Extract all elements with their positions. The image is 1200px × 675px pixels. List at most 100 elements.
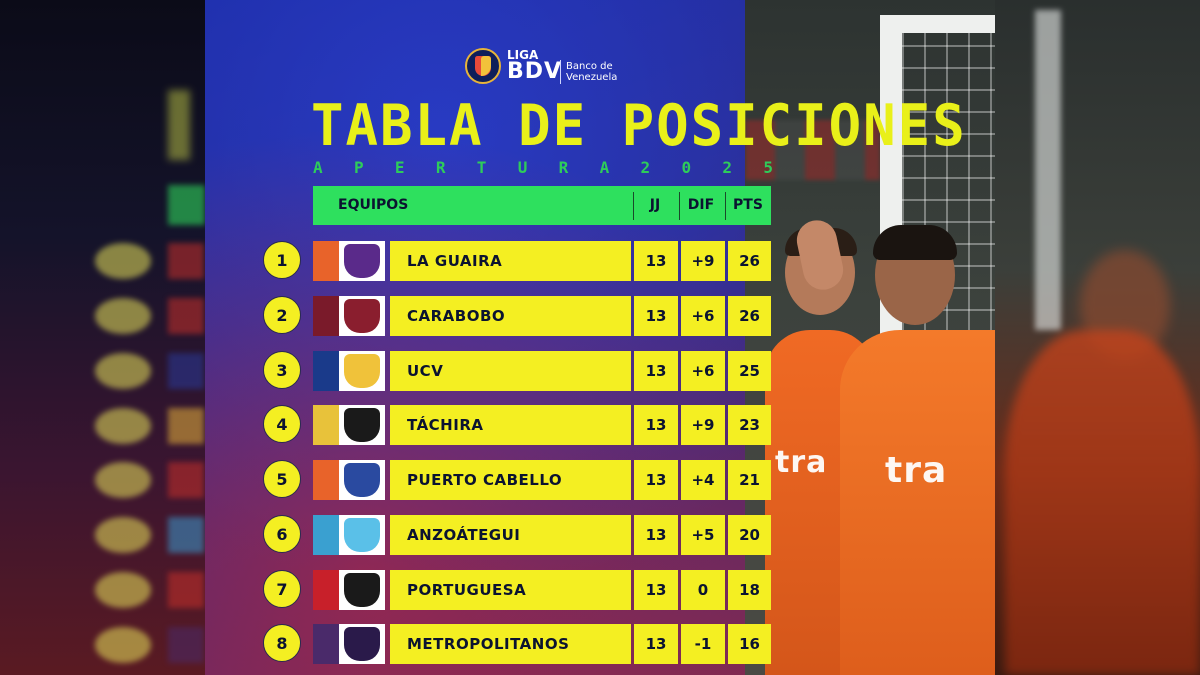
crest-shape: [344, 244, 380, 278]
team-name: UCV: [390, 351, 631, 391]
page-title: TABLA DE POSICIONES: [311, 92, 967, 159]
games-played: 13: [634, 241, 678, 281]
subtitle-letter: 2: [640, 158, 651, 177]
crest-shape: [344, 299, 380, 333]
subtitle-letter: P: [353, 158, 364, 177]
games-played: 13: [634, 570, 678, 610]
team-name: PORTUGUESA: [390, 570, 631, 610]
position-number: 5: [263, 460, 301, 498]
position-number: 1: [263, 241, 301, 279]
points: 23: [728, 405, 771, 445]
badge-stripe: [313, 241, 339, 281]
points: 18: [728, 570, 771, 610]
team-badge: [313, 570, 385, 610]
badge-stripe: [313, 515, 339, 555]
header-pts: PTS: [733, 197, 763, 213]
team-badge: [313, 351, 385, 391]
team-crest-icon: [339, 405, 385, 445]
goal-difference: +9: [681, 405, 725, 445]
goal-crossbar: [880, 15, 995, 33]
position-number: 3: [263, 351, 301, 389]
goal-difference: -1: [681, 624, 725, 664]
team-crest-icon: [339, 460, 385, 500]
position-number: 8: [263, 624, 301, 662]
team-crest-icon: [339, 241, 385, 281]
subtitle-letter: A: [313, 158, 323, 177]
table-row: 2 CARABOBO 13 +6 26: [263, 296, 771, 336]
header-teams: EQUIPOS: [338, 197, 409, 213]
logo-bdv-text: BDV: [507, 59, 563, 84]
blurred-badge: [168, 462, 204, 498]
goal-difference: +9: [681, 241, 725, 281]
points: 21: [728, 460, 771, 500]
table-row: 7 PORTUGUESA 13 0 18: [263, 570, 771, 610]
crest-shape: [344, 627, 380, 661]
table-row: 6 ANZOÁTEGUI 13 +5 20: [263, 515, 771, 555]
goal-difference: +6: [681, 351, 725, 391]
team-badge: [313, 460, 385, 500]
points: 25: [728, 351, 771, 391]
goal-difference: +4: [681, 460, 725, 500]
blurred-header-fragment: [168, 185, 205, 225]
blurred-title-fragment: [168, 90, 190, 160]
blurred-position-dot: [95, 408, 151, 444]
crest-shape: [344, 573, 380, 607]
league-logo: LIGA BDV Banco de Venezuela: [465, 48, 625, 88]
subtitle-letter: A: [599, 158, 610, 177]
jersey-sponsor-left: tra: [775, 445, 828, 480]
subtitle-letter: T: [476, 158, 487, 177]
blurred-position-dot: [95, 243, 151, 279]
points: 20: [728, 515, 771, 555]
table-row: 1 LA GUAIRA 13 +9 26: [263, 241, 771, 281]
team-name: LA GUAIRA: [390, 241, 631, 281]
header-jj: JJ: [649, 197, 661, 213]
blurred-badge: [168, 572, 204, 608]
blurred-badge: [168, 243, 204, 279]
header-divider: [725, 192, 726, 220]
celebration-photo: tra tra: [745, 0, 995, 675]
blurred-right-background: [995, 0, 1200, 675]
badge-stripe: [313, 624, 339, 664]
team-badge: [313, 241, 385, 281]
table-row: 8 METROPOLITANOS 13 -1 16: [263, 624, 771, 664]
position-number: 2: [263, 296, 301, 334]
blurred-badge: [168, 627, 204, 663]
table-row: 3 UCV 13 +6 25: [263, 351, 771, 391]
table-row: 5 PUERTO CABELLO 13 +4 21: [263, 460, 771, 500]
games-played: 13: [634, 460, 678, 500]
team-badge: [313, 624, 385, 664]
subtitle-letter: U: [517, 158, 528, 177]
team-name: METROPOLITANOS: [390, 624, 631, 664]
team-crest-icon: [339, 351, 385, 391]
games-played: 13: [634, 405, 678, 445]
subtitle-letter: R: [558, 158, 569, 177]
header-divider: [633, 192, 634, 220]
season-subtitle: A P E R T U R A 2 0 2 5: [313, 158, 773, 177]
blurred-goal-post: [1035, 10, 1061, 330]
position-number: 6: [263, 515, 301, 553]
table-row: 4 TÁCHIRA 13 +9 23: [263, 405, 771, 445]
stadium-stands: [745, 120, 880, 180]
blurred-badge: [168, 353, 204, 389]
points: 16: [728, 624, 771, 664]
badge-stripe: [313, 460, 339, 500]
header-dif: DIF: [687, 197, 715, 213]
position-number: 4: [263, 405, 301, 443]
team-badge: [313, 296, 385, 336]
subtitle-letter: 5: [763, 158, 773, 177]
games-played: 13: [634, 296, 678, 336]
team-crest-icon: [339, 515, 385, 555]
blurred-badge: [168, 298, 204, 334]
goal-difference: +6: [681, 296, 725, 336]
badge-stripe: [313, 296, 339, 336]
team-name: ANZOÁTEGUI: [390, 515, 631, 555]
logo-sponsor-line2: Venezuela: [566, 72, 618, 83]
team-name: PUERTO CABELLO: [390, 460, 631, 500]
games-played: 13: [634, 515, 678, 555]
position-number: 7: [263, 570, 301, 608]
team-badge: [313, 515, 385, 555]
blurred-player: [1005, 330, 1200, 675]
subtitle-letter: 2: [722, 158, 733, 177]
logo-liga-text: LIGA: [507, 48, 539, 62]
blurred-badge: [168, 408, 204, 444]
